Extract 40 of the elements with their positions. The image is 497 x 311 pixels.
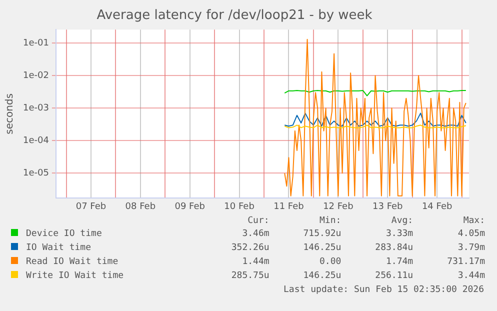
text: 352.26u — [230, 242, 270, 255]
chart-title: Average latency for /dev/loop21 - by week — [96, 8, 373, 24]
x-tick-label: 11 Feb — [274, 202, 304, 212]
text: 146.25u — [302, 270, 342, 283]
legend-label: IO Wait time — [25, 242, 92, 255]
x-tick-label: 13 Feb — [372, 202, 404, 212]
text: 1.74m — [385, 256, 414, 269]
legend-label: Read IO Wait time — [25, 256, 120, 269]
text: 256.11u — [374, 270, 414, 283]
text: 3.44m — [456, 270, 485, 283]
legend-label: Device IO time — [25, 228, 103, 241]
x-tick-label: 09 Feb — [174, 202, 206, 212]
text: 731.17m — [446, 256, 485, 269]
y-tick-label: 1e-02 — [22, 70, 49, 81]
text: 3.46m — [241, 228, 270, 241]
y-tick-label: 1e-04 — [22, 136, 50, 146]
x-tick-label: 07 Feb — [76, 202, 106, 212]
x-tick-label: 12 Feb — [323, 202, 354, 212]
text: 3.33m — [385, 228, 414, 241]
text: 0.00 — [318, 256, 342, 269]
text: 715.92u — [302, 228, 342, 241]
text: Max: — [462, 215, 485, 227]
text: 3.79m — [456, 242, 485, 255]
x-tick-label: 14 Feb — [422, 202, 452, 212]
text: Last update: Sun Feb 15 02:35:00 2026 — [282, 284, 485, 297]
legend-label: Write IO Wait time — [25, 270, 125, 283]
x-tick-label: 10 Feb — [224, 202, 255, 212]
text: 146.25u — [302, 242, 342, 255]
x-tick-label: 08 Feb — [125, 202, 156, 212]
y-tick-label: 1e-05 — [22, 168, 49, 179]
text: 285.75u — [230, 270, 270, 283]
y-tick-label: 1e-01 — [22, 38, 49, 48]
text: Min: — [318, 215, 342, 227]
y-tick-label: 1e-03 — [22, 103, 49, 114]
text: Avg: — [390, 215, 414, 227]
text: 283.84u — [374, 242, 414, 255]
text: 4.05m — [456, 228, 485, 241]
y-axis-title: seconds — [4, 93, 16, 134]
text: 1.44m — [241, 256, 270, 269]
text: Cur: — [246, 215, 270, 227]
